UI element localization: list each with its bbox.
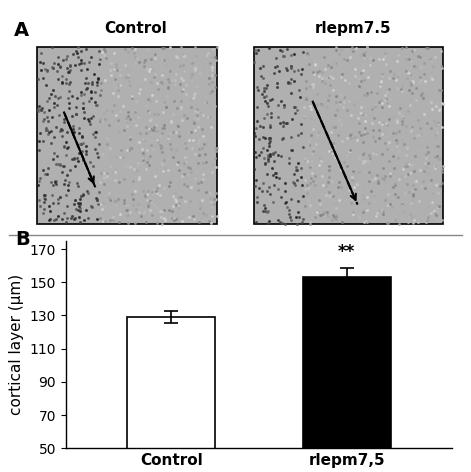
Text: **: **: [338, 244, 356, 261]
Text: rlepm7.5: rlepm7.5: [315, 21, 391, 36]
Bar: [127, 317, 215, 472]
Bar: [303, 277, 391, 472]
Text: Control: Control: [105, 21, 167, 36]
FancyBboxPatch shape: [253, 47, 444, 224]
FancyBboxPatch shape: [37, 47, 218, 224]
Text: B: B: [16, 230, 31, 249]
Text: A: A: [14, 21, 29, 40]
Y-axis label: cortical layer (µm): cortical layer (µm): [9, 274, 24, 415]
